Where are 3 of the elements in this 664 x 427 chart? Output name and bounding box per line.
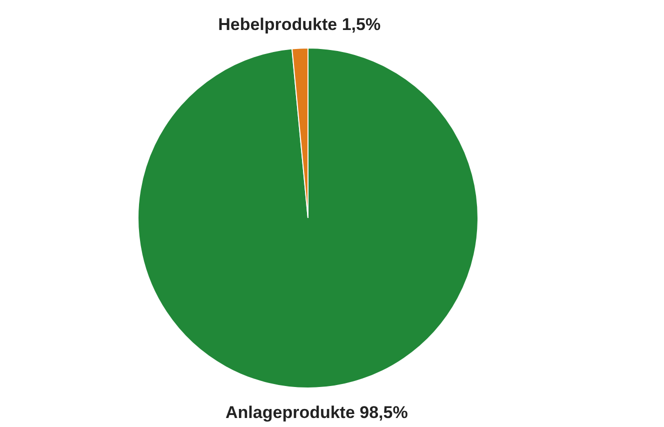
pie-slice: [138, 48, 478, 388]
slice-label: Anlageprodukte 98,5%: [226, 402, 408, 422]
slice-label: Hebelprodukte 1,5%: [218, 15, 381, 34]
